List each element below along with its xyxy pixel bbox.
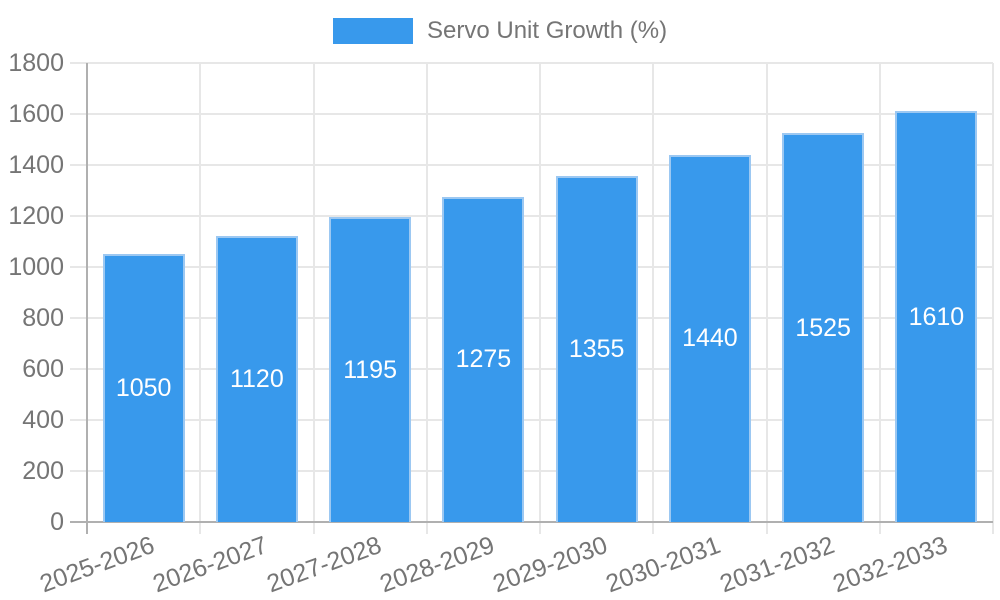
- y-tick-mark: [70, 215, 87, 217]
- bar-value-label: 1275: [455, 345, 512, 374]
- x-tick-label: 2031-2032: [715, 531, 838, 599]
- x-gridline: [539, 63, 541, 522]
- y-tick-label: 200: [22, 457, 64, 485]
- y-tick-label: 1600: [8, 100, 64, 128]
- bar[interactable]: [555, 176, 638, 522]
- bar-value-label: 1525: [795, 313, 851, 342]
- x-tick-mark: [765, 522, 768, 534]
- x-tick-mark: [425, 522, 428, 534]
- bar[interactable]: [895, 111, 978, 522]
- bar-value-label: 1120: [229, 365, 284, 394]
- x-tick-label: 2030-2031: [602, 531, 725, 599]
- legend-label: Servo Unit Growth (%): [427, 17, 668, 44]
- x-tick-label: 2029-2030: [489, 531, 612, 599]
- y-tick-mark: [70, 317, 87, 319]
- x-gridline: [992, 63, 994, 522]
- x-tick-label: 2027-2028: [262, 531, 385, 599]
- x-tick-mark: [312, 522, 315, 534]
- chart-legend[interactable]: Servo Unit Growth (%): [333, 17, 667, 45]
- x-tick-label: 2032-2033: [829, 531, 951, 599]
- y-tick-label: 1000: [8, 253, 64, 281]
- x-tick-mark: [652, 522, 655, 534]
- y-tick-mark: [70, 164, 87, 166]
- bar-value-label: 1195: [343, 355, 397, 384]
- legend-swatch: [333, 18, 413, 44]
- bar[interactable]: [329, 217, 412, 522]
- y-tick-label: 400: [22, 406, 64, 434]
- bar[interactable]: [102, 254, 185, 522]
- bar-value-label: 1610: [908, 302, 965, 331]
- y-tick-mark: [70, 113, 87, 115]
- y-tick-mark: [70, 470, 87, 472]
- y-tick-label: 1400: [8, 151, 64, 179]
- x-tick-mark: [539, 522, 541, 534]
- y-tick-label: 600: [22, 355, 64, 383]
- x-tick-label: 2028-2029: [376, 531, 498, 599]
- x-tick-label: 2025-2026: [36, 531, 159, 599]
- bar[interactable]: [668, 154, 751, 522]
- y-tick-mark: [70, 62, 87, 64]
- bar[interactable]: [782, 133, 865, 522]
- x-tick-label: 2026-2027: [149, 531, 272, 599]
- y-tick-label: 800: [22, 304, 64, 332]
- x-axis-line: [70, 521, 993, 523]
- bar-value-label: 1440: [682, 324, 738, 353]
- x-gridline: [878, 63, 881, 522]
- x-tick-mark: [878, 522, 881, 534]
- x-tick-mark: [199, 522, 202, 534]
- x-gridline: [765, 63, 768, 522]
- y-tick-mark: [70, 368, 87, 370]
- x-tick-mark: [992, 522, 994, 534]
- bar[interactable]: [442, 196, 525, 522]
- y-tick-label: 1800: [8, 49, 64, 77]
- y-tick-label: 0: [50, 508, 64, 536]
- y-axis-line: [86, 63, 88, 534]
- bar-value-label: 1355: [568, 335, 625, 364]
- x-gridline: [425, 63, 428, 522]
- y-tick-mark: [70, 419, 87, 421]
- bar-value-label: 1050: [115, 374, 172, 403]
- y-tick-mark: [70, 266, 87, 268]
- y-tick-label: 1200: [8, 202, 64, 230]
- x-gridline: [312, 63, 315, 522]
- x-gridline: [199, 63, 202, 522]
- x-gridline: [652, 63, 655, 522]
- bar[interactable]: [215, 236, 298, 522]
